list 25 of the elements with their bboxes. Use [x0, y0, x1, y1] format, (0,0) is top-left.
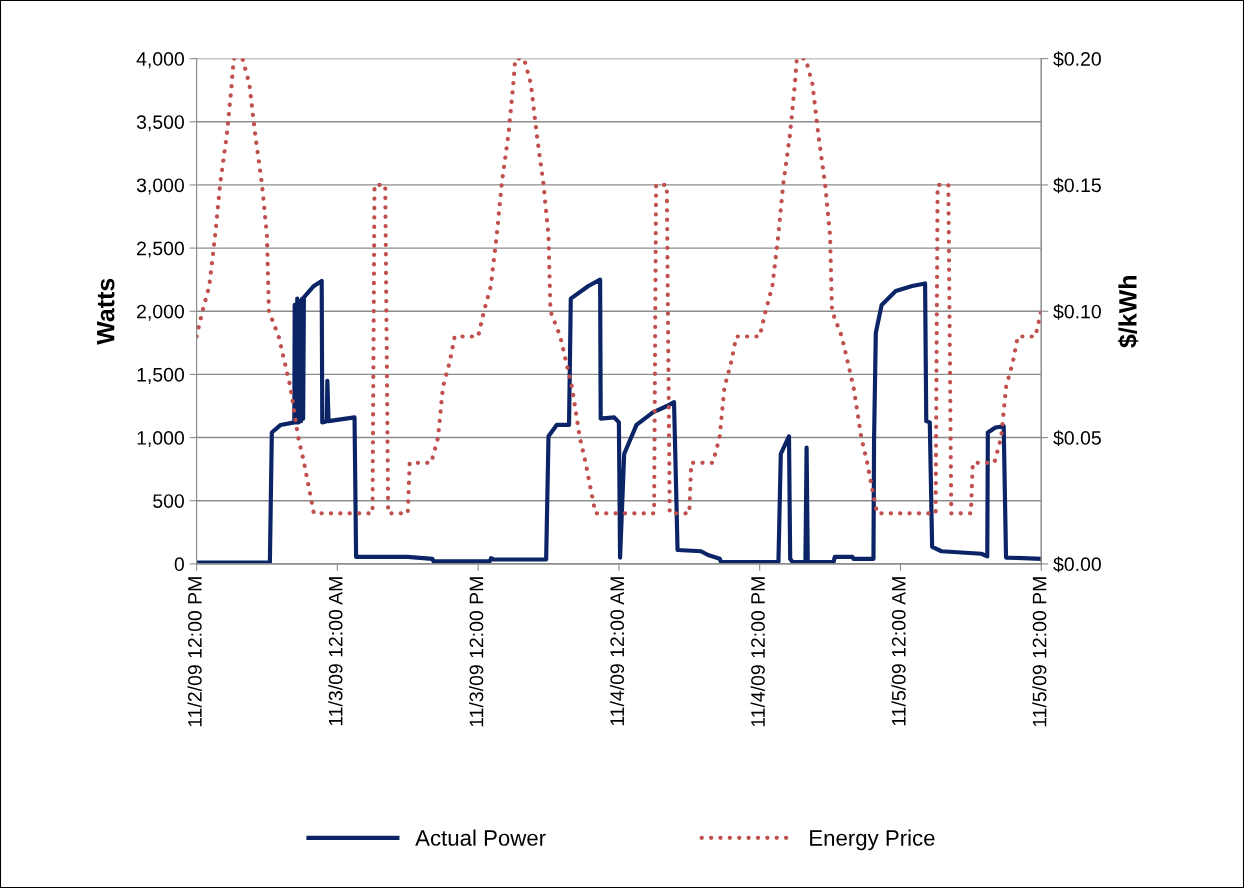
y-tick-label: 0 [174, 557, 184, 572]
y-tick-label: 3,500 [136, 115, 184, 132]
y-tick-label: 2,500 [137, 241, 184, 258]
y2-tick-label: $0.10 [1053, 303, 1101, 320]
x-tick-label: 11/5/09 12:00 AM [891, 577, 906, 726]
y2-tick-label: $0.15 [1053, 177, 1101, 194]
y2-tick-label: $0.05 [1053, 430, 1101, 446]
x-tick-label: 11/5/09 12:00 PM [1032, 577, 1047, 727]
y-tick-label: 1,500 [137, 367, 184, 384]
y-axis-title: Watts [97, 278, 115, 345]
y2-axis-title: $/kWh [1117, 275, 1139, 348]
y-tick-label: 3,000 [136, 178, 184, 195]
legend-label: Actual Power [415, 829, 546, 846]
x-tick-label: 11/3/09 12:00 AM [328, 577, 343, 726]
y2-tick-label: $0.00 [1053, 556, 1101, 573]
x-tick-label: 11/3/09 12:00 PM [469, 577, 484, 727]
legend-label: Energy Price [810, 829, 935, 851]
y-tick-label: 4,000 [136, 52, 184, 69]
x-tick-label: 11/2/09 12:00 PM [187, 577, 202, 727]
y-tick-label: 500 [153, 494, 184, 508]
y-tick-label: 1,000 [137, 431, 184, 448]
x-tick-label: 11/4/09 12:00 AM [609, 577, 625, 726]
y2-tick-label: $0.20 [1053, 51, 1101, 67]
y-tick-label: 2,000 [137, 304, 184, 321]
x-tick-label: 11/4/09 12:00 PM [750, 577, 765, 727]
